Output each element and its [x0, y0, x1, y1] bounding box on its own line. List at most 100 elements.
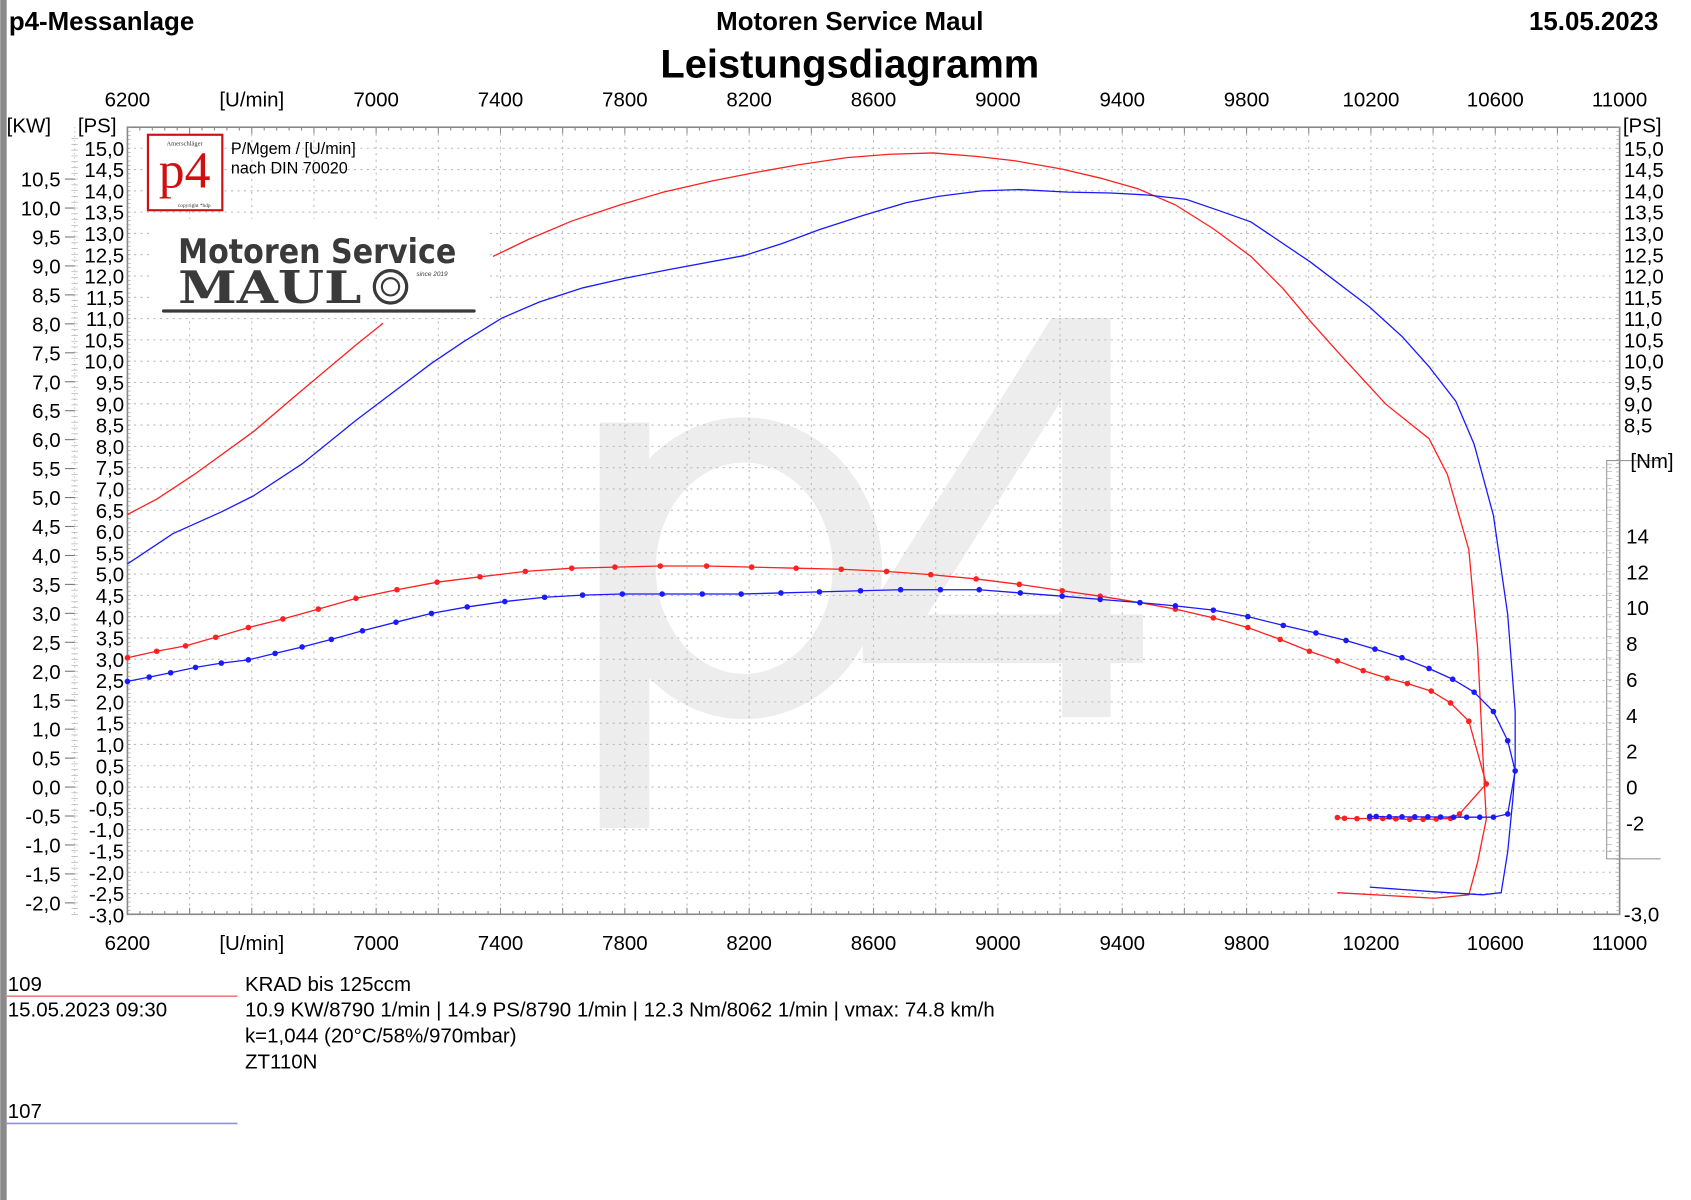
p4-logo: Amerschläger p4 copyright *hdp — [146, 133, 224, 212]
torque-point-109 — [1354, 815, 1360, 822]
torque-point-107 — [393, 619, 399, 625]
nm-axis-label: [Nm] — [1630, 450, 1673, 473]
torque-point-107 — [1017, 590, 1024, 596]
ps-tick-label: 7,0 — [96, 478, 124, 501]
ps-tick-label: 4,0 — [96, 606, 124, 629]
torque-point-107 — [1426, 665, 1432, 672]
torque-point-109 — [612, 564, 618, 570]
nm-tick-label: 12 — [1626, 561, 1649, 584]
torque-point-109 — [434, 579, 440, 585]
ps-tick-label: 11,5 — [86, 287, 124, 310]
method-label: P/Mgem / [U/min] — [231, 140, 356, 158]
torque-point-107 — [192, 664, 199, 671]
kw-tick-label: 9,0 — [32, 255, 60, 278]
x-tick-label-top: 7400 — [478, 89, 524, 112]
torque-point-107 — [218, 660, 225, 666]
torque-point-107 — [1245, 613, 1251, 620]
ps-tick-label: 3,5 — [96, 628, 124, 651]
torque-point-107 — [1490, 708, 1497, 715]
nm-tick-label: 0 — [1626, 777, 1637, 800]
torque-point-109 — [568, 565, 575, 571]
ps-tick-label: 0,0 — [96, 777, 124, 800]
kw-tick-label: 8,5 — [32, 284, 60, 307]
kw-tick-label: 8,0 — [32, 313, 60, 336]
torque-point-109 — [793, 565, 799, 571]
torque-point-107 — [502, 598, 508, 605]
ps-tick-label: 5,0 — [96, 564, 124, 587]
header-date: 15.05.2023 — [1529, 8, 1658, 36]
kw-tick-label: 9,5 — [32, 227, 60, 250]
x-tick-label-bottom: 10600 — [1467, 932, 1524, 955]
kw-tick-label: 4,5 — [32, 516, 60, 539]
kw-tick-label: -1,5 — [25, 863, 60, 886]
x-tick-label-top: [U/min] — [219, 89, 284, 112]
power-curve-109 — [127, 322, 384, 516]
torque-point-107 — [857, 587, 864, 594]
torque-point-107 — [1437, 814, 1444, 820]
ps-tick-label: 1,0 — [96, 734, 124, 757]
kw-tick-label: 6,5 — [32, 400, 60, 423]
torque-point-107 — [1504, 811, 1511, 817]
ps-tick-label: 12,5 — [84, 244, 124, 267]
torque-point-109 — [1404, 680, 1411, 687]
svg-text:10.9 KW/8790 1/min | 14.9 PS: 10.9 KW/8790 1/min | 14.9 PS/8790 1/min … — [245, 999, 995, 1022]
torque-point-109 — [1456, 811, 1463, 817]
nm-tick-label: -2 — [1626, 812, 1644, 835]
torque-point-109 — [927, 571, 934, 578]
torque-point-109 — [245, 624, 252, 631]
kw-tick-label: 10,0 — [21, 198, 61, 221]
torque-point-109 — [1059, 587, 1066, 594]
kw-tick-label: 0,0 — [32, 777, 60, 800]
x-tick-label-top: 8200 — [726, 89, 772, 112]
ps-tick-label: 15,0 — [84, 138, 124, 161]
torque-point-107 — [1399, 654, 1405, 661]
torque-point-107 — [897, 586, 904, 593]
torque-point-107 — [1366, 813, 1373, 820]
torque-point-109 — [1384, 675, 1390, 681]
ps-tick-label: -0,5 — [89, 798, 124, 821]
x-tick-label-top: 9400 — [1099, 89, 1145, 112]
svg-text:p4: p4 — [159, 143, 211, 200]
kw-tick-label: 10,5 — [21, 169, 61, 192]
ps-tick-label: 14,0 — [84, 180, 124, 203]
nm-tick-label: 14 — [1626, 525, 1649, 548]
torque-point-109 — [1466, 718, 1472, 725]
torque-point-109 — [1016, 581, 1023, 588]
kw-tick-label: 7,0 — [32, 371, 60, 394]
torque-point-107 — [1373, 813, 1380, 820]
torque-point-109 — [1406, 816, 1413, 823]
kw-tick-label: 2,5 — [32, 632, 60, 655]
ps-tick-label: 3,0 — [96, 649, 124, 672]
torque-point-107 — [1425, 814, 1431, 820]
torque-point-107 — [1172, 603, 1179, 609]
ps-right-tick-label: 14,0 — [1624, 180, 1664, 203]
ps-tick-label: -1,0 — [89, 819, 124, 842]
torque-point-107 — [299, 644, 305, 650]
curves — [124, 152, 1518, 899]
torque-point-107 — [1463, 814, 1470, 821]
x-tick-label-top: 9000 — [975, 89, 1021, 112]
torque-point-109 — [703, 563, 710, 569]
ps-tick-label: 13,5 — [84, 202, 124, 225]
kw-tick-label: 6,0 — [32, 429, 60, 452]
ps-tick-label: 8,5 — [96, 415, 124, 438]
svg-text:Amerschläger: Amerschläger — [166, 141, 203, 148]
ps-right-tick-label: 13,5 — [1624, 202, 1664, 225]
torque-point-107 — [1386, 814, 1393, 820]
x-tick-label-bottom: 7400 — [478, 932, 524, 955]
torque-point-109 — [1334, 814, 1341, 821]
x-tick-label-top: 7800 — [602, 89, 648, 112]
header-left: p4-Messanlage — [9, 8, 194, 36]
ps-tick-label: 13,0 — [84, 223, 124, 246]
ps-right-tick-label: 9,0 — [1624, 393, 1652, 416]
company-logo-background — [153, 218, 490, 319]
x-tick-label-bottom: 8600 — [851, 932, 897, 955]
ps-tick-label: 0,5 — [96, 755, 124, 778]
torque-point-109 — [522, 568, 529, 575]
x-tick-label-top: 7000 — [353, 89, 399, 112]
svg-text:109: 109 — [8, 973, 42, 996]
torque-point-109 — [973, 576, 979, 582]
torque-point-109 — [394, 586, 400, 593]
ps-tick-label: 8,0 — [96, 436, 124, 459]
